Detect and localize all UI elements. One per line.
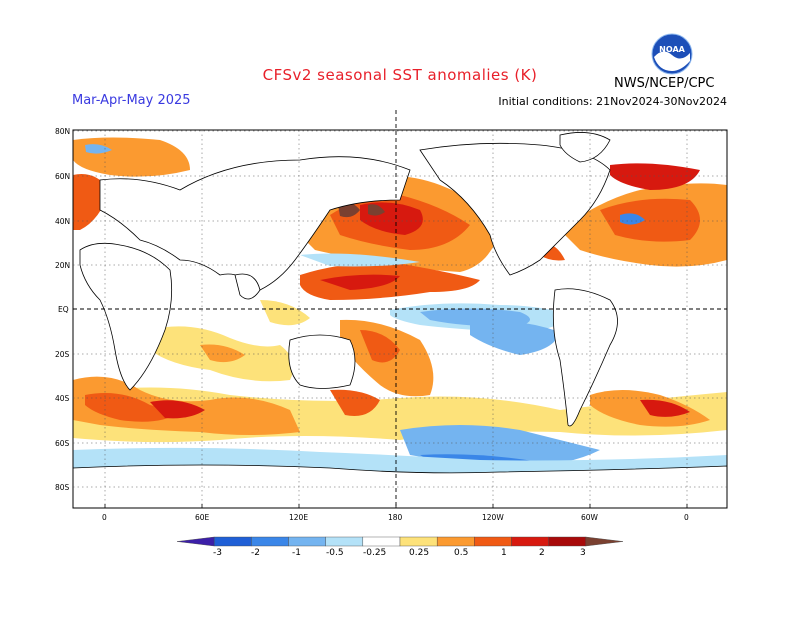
colorbar-label: 0.5 [454, 548, 469, 558]
colorbar-label: -0.25 [363, 548, 387, 558]
lat-label: 20N [55, 261, 71, 270]
lon-label: 120E [289, 513, 309, 522]
lat-label: 60N [55, 172, 71, 181]
colorbar-label: -0.5 [326, 548, 344, 558]
colorbar-swatch [548, 536, 587, 547]
lat-label: EQ [58, 305, 69, 314]
colorbar-label: -2 [251, 548, 260, 558]
lon-label: 120W [482, 513, 504, 522]
colorbar-swatch [362, 536, 401, 547]
colorbar-swatch [436, 536, 475, 547]
colorbar-label: 0.25 [409, 548, 430, 558]
continents [73, 132, 727, 508]
colorbar-swatch [251, 536, 289, 547]
colorbar-swatch [474, 536, 512, 547]
colorbar-swatch [288, 536, 326, 547]
colorbar-label: 2 [539, 548, 545, 558]
agency-label: NWS/NCEP/CPC [614, 76, 715, 91]
lat-label: 80N [55, 127, 71, 136]
colorbar-swatch [325, 536, 364, 547]
colorbar-label: 1 [501, 548, 507, 558]
lat-label: 40S [55, 394, 70, 403]
lon-label: 60W [581, 513, 598, 522]
lon-label: 60E [195, 513, 210, 522]
noaa-logo-icon: NOAA [651, 33, 693, 75]
colorbar-swatch [176, 536, 215, 547]
colorbar-swatch [213, 536, 252, 547]
lat-label: 20S [55, 350, 70, 359]
colorbar-swatch [585, 536, 624, 547]
colorbar-label: 3 [580, 548, 586, 558]
svg-text:NOAA: NOAA [659, 45, 685, 54]
colorbar-swatch [511, 536, 549, 547]
anomaly-field [73, 130, 727, 508]
reference-lines [73, 110, 727, 508]
map-title: CFSv2 seasonal SST anomalies (K) [262, 66, 538, 84]
colorbar-label: -3 [213, 548, 222, 558]
colorbar-swatch [399, 536, 438, 547]
map-frame [72, 129, 728, 509]
lon-label: 0 [684, 513, 689, 522]
lat-label: 40N [55, 217, 71, 226]
initial-conditions: Initial conditions: 21Nov2024-30Nov2024 [498, 95, 727, 108]
graticule [73, 130, 727, 508]
forecast-period: Mar-Apr-May 2025 [72, 93, 191, 108]
lat-label: 60S [55, 439, 70, 448]
colorbar [176, 536, 624, 547]
lon-label: 0 [102, 513, 107, 522]
colorbar-label: -1 [292, 548, 301, 558]
ticks [104, 504, 688, 508]
lon-label: 180 [388, 513, 403, 522]
lat-label: 80S [55, 483, 70, 492]
